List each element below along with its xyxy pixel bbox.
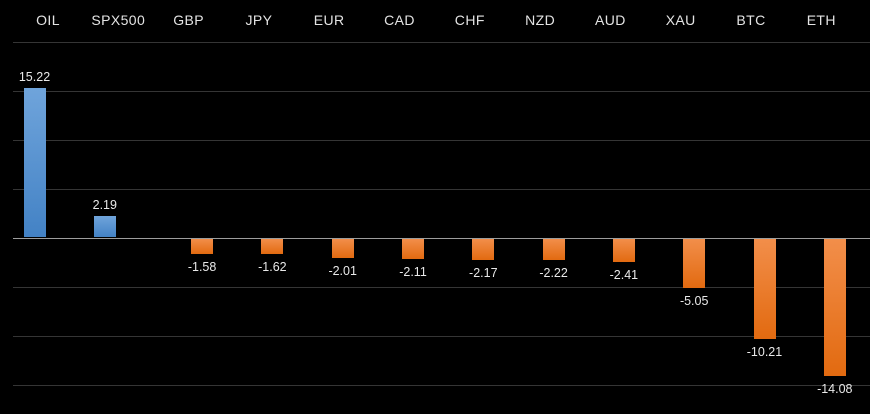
gridline-15	[13, 91, 870, 92]
value-label-oil: 15.22	[18, 70, 51, 85]
value-label-nzd: -2.22	[539, 266, 568, 281]
bar-jpy	[261, 238, 284, 255]
bar-gbp	[191, 238, 214, 254]
value-label-eur: -2.01	[328, 264, 357, 279]
bar-btc	[753, 238, 776, 339]
category-header-aud: AUD	[595, 12, 626, 28]
bar-aud	[612, 238, 635, 263]
bar-cad	[402, 238, 424, 260]
value-label-chf: -2.17	[469, 265, 498, 280]
bar-spx500	[93, 216, 116, 238]
bar-eur	[331, 238, 354, 259]
gridline--10	[13, 336, 870, 337]
gridline-10	[13, 140, 870, 141]
value-label-spx500: 2.19	[92, 198, 117, 213]
value-label-aud: -2.41	[609, 268, 639, 283]
bar-nzd	[542, 238, 565, 261]
gridline-5	[13, 189, 870, 190]
value-label-jpy: -1.62	[258, 260, 287, 275]
category-header-spx500: SPX500	[91, 12, 146, 28]
bar-chf	[472, 238, 495, 260]
category-header-cad: CAD	[384, 12, 415, 28]
value-label-eth: -14.08	[817, 382, 853, 397]
category-header-eur: EUR	[313, 12, 345, 28]
gridline--15	[13, 385, 870, 386]
category-header-eth: ETH	[806, 12, 836, 28]
value-label-xau: -5.05	[679, 293, 709, 308]
gridline--5	[13, 287, 870, 288]
category-header-btc: BTC	[736, 12, 766, 28]
category-header-nzd: NZD	[525, 12, 556, 28]
zero-axis-line	[13, 238, 870, 239]
category-header-jpy: JPY	[245, 12, 273, 28]
gridline-20	[13, 42, 870, 43]
bar-xau	[683, 238, 706, 288]
bar-oil	[23, 88, 46, 238]
category-header-chf: CHF	[454, 12, 485, 28]
bar-eth	[823, 238, 846, 377]
category-header-gbp: GBP	[173, 12, 204, 28]
category-header-xau: XAU	[665, 12, 696, 28]
value-label-cad: -2.11	[399, 265, 427, 280]
value-label-btc: -10.21	[746, 344, 783, 359]
value-label-gbp: -1.58	[187, 259, 217, 274]
category-header-oil: OIL	[36, 12, 60, 28]
